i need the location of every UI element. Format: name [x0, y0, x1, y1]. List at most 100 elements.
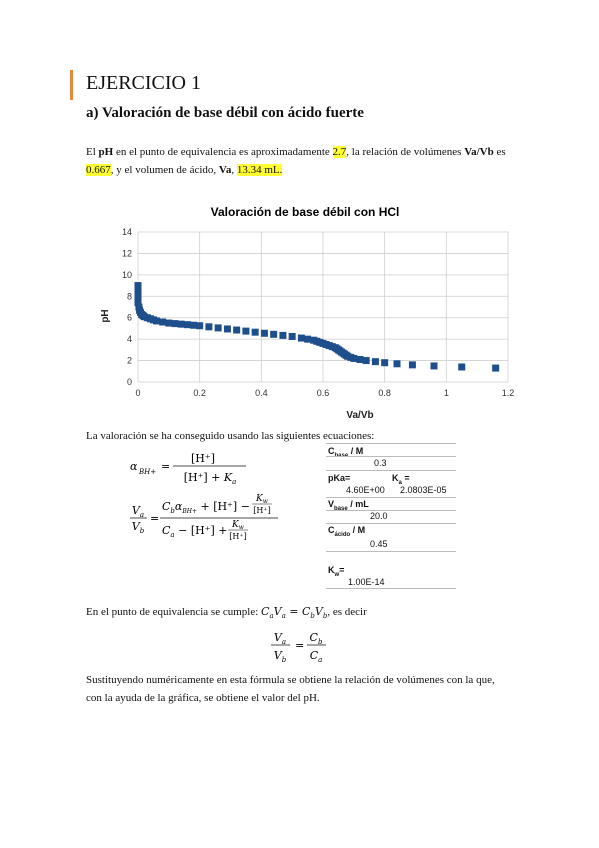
- y-tick-label: 14: [122, 227, 132, 237]
- data-point: [297, 334, 305, 342]
- cbase-label: Cbase / M: [328, 446, 364, 459]
- final-text-line-1: Sustituyendo numéricamente en esta fórmu…: [86, 674, 495, 686]
- equivalence-text-end: , es decir: [327, 606, 367, 618]
- data-point: [165, 319, 173, 327]
- intro-text: es: [493, 146, 506, 158]
- final-text-line-2: con la ayuda de la gráfica, se obtiene e…: [86, 692, 320, 704]
- equivalence-inline-equation: CaVa = CbVb: [261, 605, 328, 621]
- x-tick-label: 1: [444, 388, 449, 398]
- ratio-term: Va/Vb: [464, 146, 494, 158]
- heading-accent-bar: [70, 70, 73, 100]
- pka-label: pKa=: [328, 473, 351, 483]
- data-point: [134, 299, 142, 307]
- ratio-equation: Va Vb = Cb Ca: [271, 631, 326, 664]
- x-tick-label: 0.6: [317, 388, 330, 398]
- data-point: [371, 358, 379, 366]
- data-point: [393, 360, 401, 368]
- page-title: EJERCICIO 1: [86, 72, 201, 94]
- parameters-table: Cbase / M 0.3 pKa= Ka = 4.60E+00 2.0803E…: [326, 443, 456, 589]
- data-point: [350, 354, 358, 362]
- y-tick-label: 6: [127, 313, 132, 323]
- y-tick-label: 0: [127, 377, 132, 387]
- svg-text:=: =: [295, 639, 304, 652]
- data-point: [171, 320, 179, 328]
- intro-text: ,: [231, 164, 237, 176]
- alpha-equation: α BH+ = [H⁺] [H⁺] + Ka: [130, 452, 246, 486]
- data-point: [270, 330, 278, 338]
- titration-chart: Valoración de base débil con HCl 0246810…: [100, 205, 515, 421]
- data-point: [196, 322, 204, 330]
- intro-text: , la relación de volúmenes: [346, 146, 465, 158]
- svg-text:α: α: [130, 460, 138, 473]
- data-point: [134, 286, 142, 294]
- svg-text:Va: Va: [274, 631, 286, 646]
- data-point: [177, 320, 185, 328]
- equations-intro: La valoración se ha conseguido usando la…: [86, 430, 375, 442]
- cacido-label: Cácido / M: [328, 525, 366, 538]
- va-term: Va: [218, 164, 232, 176]
- y-axis-label: pH: [100, 309, 111, 322]
- data-point: [183, 321, 191, 329]
- ka-value: 2.0803E-05: [400, 485, 447, 495]
- y-tick-label: 8: [127, 291, 132, 301]
- x-tick-label: 1.2: [502, 388, 515, 398]
- data-point: [458, 363, 466, 371]
- svg-text:Ca: Ca: [310, 649, 323, 664]
- equivalence-text: En el punto de equivalencia se cumple:: [86, 606, 262, 618]
- data-point: [134, 290, 142, 298]
- svg-text:[H⁺]: [H⁺]: [229, 532, 246, 541]
- data-point: [214, 324, 222, 332]
- svg-text:=: =: [150, 512, 159, 525]
- x-tick-label: 0: [135, 388, 140, 398]
- cacido-value: 0.45: [370, 539, 388, 549]
- svg-text:Ca − [H⁺] +: Ca − [H⁺] +: [162, 524, 228, 539]
- svg-text:=: =: [161, 460, 170, 473]
- svg-text:[H⁺]: [H⁺]: [253, 506, 270, 515]
- intro-text: El: [86, 146, 99, 158]
- data-point: [205, 323, 213, 331]
- data-point: [223, 325, 231, 333]
- data-point: [356, 356, 364, 363]
- va-value-highlight: 13.34 mL.: [236, 164, 283, 176]
- svg-text:Va: Va: [132, 504, 144, 519]
- final-paragraph: Sustituyendo numéricamente en esta fórmu…: [86, 671, 516, 707]
- data-point: [190, 321, 197, 329]
- svg-text:Cb: Cb: [310, 631, 323, 646]
- data-point: [362, 357, 370, 365]
- intro-text: , y el volumen de ácido,: [110, 164, 219, 176]
- vbase-label: Vbase / mL: [328, 499, 369, 512]
- equivalence-statement: En el punto de equivalencia se cumple: C…: [86, 603, 516, 625]
- ph-value-highlight: 2.7: [332, 146, 347, 158]
- kw-value: 1.00E-14: [348, 577, 385, 587]
- kw-label: Kw=: [328, 565, 345, 578]
- y-tick-label: 2: [127, 356, 132, 366]
- ratio-value-highlight: 0.667: [86, 164, 111, 176]
- data-point: [430, 362, 438, 370]
- data-point: [492, 364, 500, 372]
- volume-ratio-equation: Va Vb = CbαBH+ + [H⁺] − Kw [H⁺] Ca − [H⁺…: [130, 494, 278, 541]
- y-tick-label: 4: [127, 334, 132, 344]
- ka-label: Ka =: [392, 473, 410, 486]
- chart-title: Valoración de base débil con HCl: [211, 205, 400, 219]
- x-tick-label: 0.4: [255, 388, 268, 398]
- data-point: [288, 332, 296, 340]
- x-tick-label: 0.2: [193, 388, 206, 398]
- svg-text:Vb: Vb: [132, 520, 145, 535]
- data-point: [159, 318, 167, 326]
- svg-text:CbαBH+ + [H⁺] −: CbαBH+ + [H⁺] −: [162, 500, 250, 515]
- intro-text: en el punto de equivalencia es aproximad…: [113, 146, 333, 158]
- data-point: [408, 361, 416, 369]
- data-point: [134, 282, 142, 290]
- svg-text:Kw: Kw: [231, 520, 245, 531]
- svg-text:BH+: BH+: [138, 468, 156, 476]
- data-point: [233, 326, 241, 334]
- x-axis-label: Va/Vb: [346, 410, 373, 421]
- data-point: [260, 329, 268, 337]
- data-point: [242, 327, 250, 335]
- data-point: [153, 317, 160, 325]
- x-tick-label: 0.8: [378, 388, 391, 398]
- vbase-value: 20.0: [370, 511, 388, 521]
- pka-value: 4.60E+00: [346, 485, 385, 495]
- data-point: [251, 328, 259, 336]
- data-point: [304, 335, 312, 343]
